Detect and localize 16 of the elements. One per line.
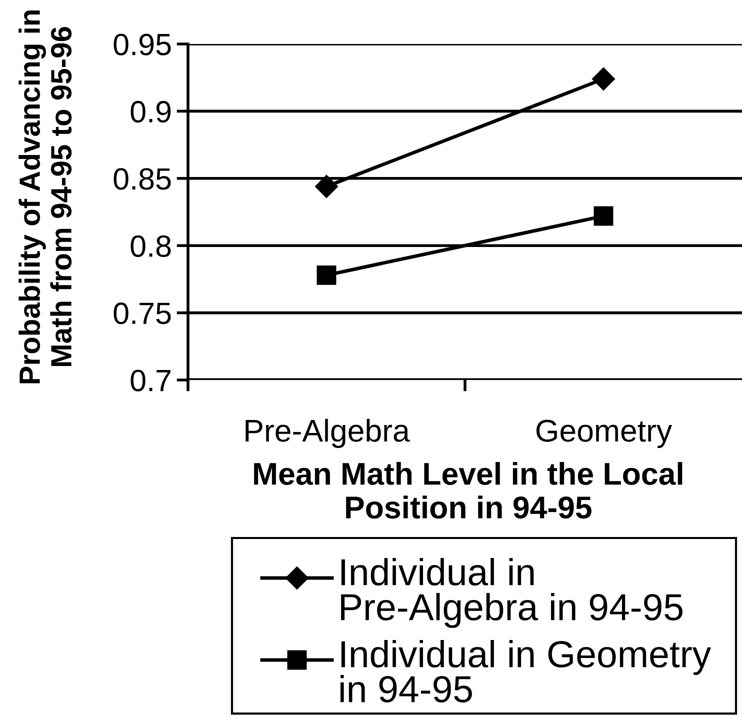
point <box>316 265 336 285</box>
x-tick-label: Geometry <box>536 420 672 448</box>
y-tick-label: 0.8 <box>130 235 171 257</box>
y-tick-label: 0.7 <box>130 370 170 392</box>
y-axis-title: Probability of Advancing in Math from 94-95 to 95-96 <box>18 10 72 384</box>
legend-label: Individual in Geometry in 94-95 <box>340 640 712 702</box>
legend-label: Individual in Pre-Algebra in 94-95 <box>341 558 682 628</box>
y-tick-label: 0.95 <box>114 34 171 56</box>
y-tick-label: 0.85 <box>114 168 171 190</box>
point <box>592 67 615 90</box>
point <box>594 206 614 226</box>
x-axis-title: Mean Math Level in the Local Position in 94-95 <box>254 462 682 519</box>
y-tick-label: 0.75 <box>114 302 171 324</box>
x-tick-label: Pre-Algebra <box>246 418 410 448</box>
point <box>315 174 338 198</box>
y-tick-label: 0.9 <box>130 100 171 123</box>
